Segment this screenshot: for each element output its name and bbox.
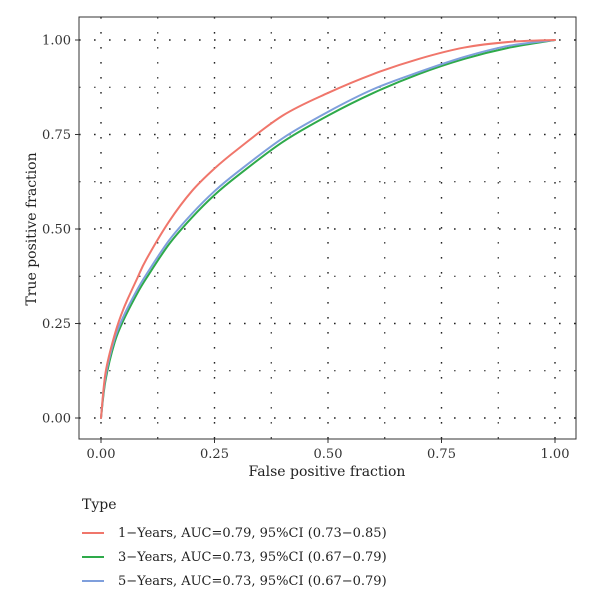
y-tick-label: 0.75 [42, 128, 71, 143]
x-tick-label: 0.75 [427, 447, 456, 462]
legend-item-1-years: 1−Years, AUC=0.79, 95%CI (0.73−0.85) [82, 521, 387, 545]
y-axis-label: True positive fraction [24, 152, 40, 305]
legend-label-1-years: 1−Years, AUC=0.79, 95%CI (0.73−0.85) [118, 525, 387, 541]
legend-label-3-years: 3−Years, AUC=0.73, 95%CI (0.67−0.79) [118, 549, 387, 565]
legend-title: Type [82, 497, 117, 513]
grid-lines [79, 17, 576, 439]
series-line-5-years [100, 39, 556, 419]
x-tick-label: 0.25 [200, 447, 229, 462]
legend-swatch-1-years [82, 532, 104, 534]
y-tick-label: 0.00 [42, 412, 71, 427]
legend: Type 1−Years, AUC=0.79, 95%CI (0.73−0.85… [82, 497, 387, 593]
y-tick-label: 0.50 [42, 223, 71, 238]
x-tick-label: 0.00 [87, 447, 116, 462]
series-line-1-years [100, 39, 556, 419]
legend-swatch-3-years [82, 556, 104, 558]
x-axis-label: False positive fraction [249, 464, 406, 480]
y-tick-label: 0.25 [42, 317, 71, 332]
legend-item-5-years: 5−Years, AUC=0.73, 95%CI (0.67−0.79) [82, 569, 387, 593]
legend-label-5-years: 5−Years, AUC=0.73, 95%CI (0.67−0.79) [118, 573, 387, 589]
axes: 0.00 0.25 0.50 0.75 1.00 0.00 0.25 0.50 0.75 1.00 [42, 34, 569, 463]
legend-item-3-years: 3−Years, AUC=0.73, 95%CI (0.67−0.79) [82, 545, 387, 569]
series-line-3-years [100, 39, 556, 419]
series-lines [100, 39, 556, 419]
legend-swatch-5-years [82, 580, 104, 582]
y-tick-label: 1.00 [42, 34, 71, 49]
x-tick-label: 0.50 [314, 447, 343, 462]
x-tick-label: 1.00 [541, 447, 570, 462]
